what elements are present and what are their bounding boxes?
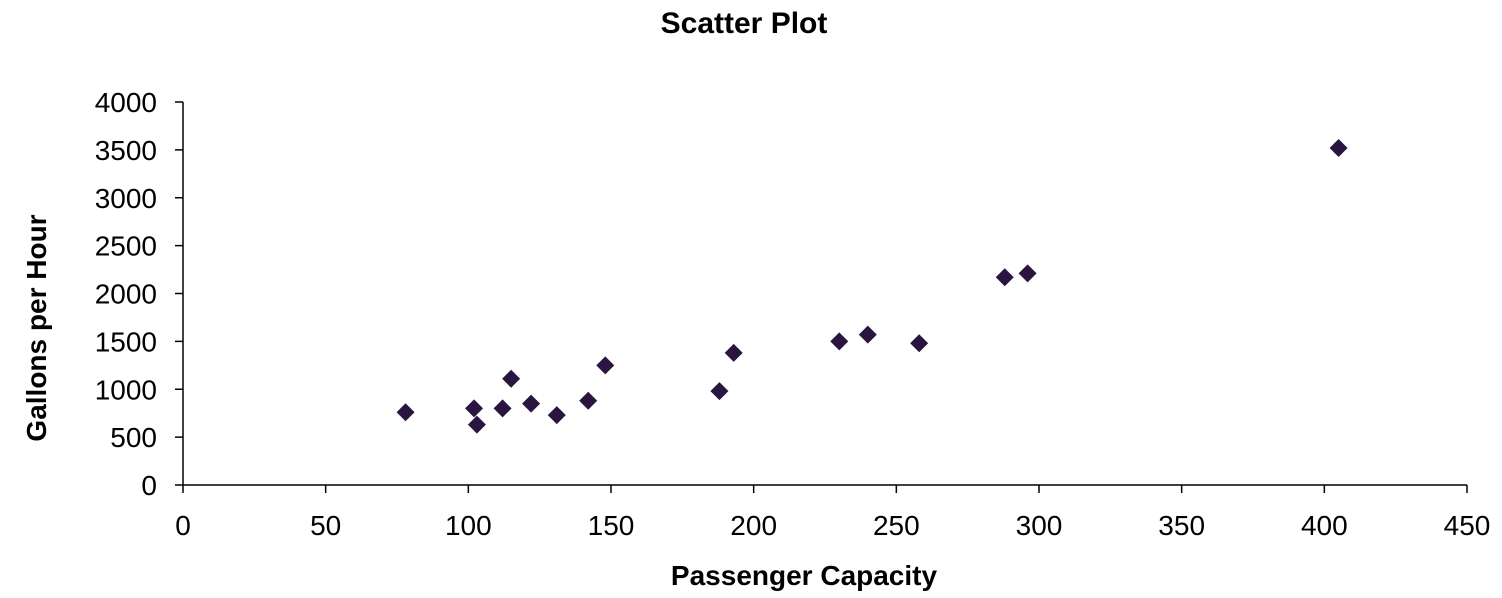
data-point [830, 332, 849, 351]
y-tick-label: 4000 [95, 87, 157, 118]
y-tick-label: 3000 [95, 183, 157, 214]
x-tick-label: 250 [873, 510, 920, 541]
data-point [465, 399, 484, 418]
data-point [995, 268, 1014, 287]
y-tick-label: 2500 [95, 231, 157, 262]
x-tick-label: 200 [730, 510, 777, 541]
data-point [396, 403, 415, 422]
data-point [858, 325, 877, 344]
data-point [547, 406, 566, 425]
y-axis: 0 500 1000 1500 2000 2500 3000 3500 4000 [95, 87, 184, 501]
x-axis-title: Passenger Capacity [671, 560, 938, 591]
data-point [1329, 138, 1348, 157]
x-tick-label: 0 [175, 510, 191, 541]
data-point [522, 394, 541, 413]
chart-title: Scatter Plot [661, 7, 828, 40]
data-point [502, 369, 521, 388]
data-points [396, 138, 1348, 434]
data-point [467, 415, 486, 434]
y-tick-label: 3500 [95, 135, 157, 166]
data-point [579, 391, 598, 410]
data-point [724, 343, 743, 362]
y-tick-label: 0 [141, 470, 157, 501]
y-axis-title: Gallons per Hour [21, 214, 52, 441]
y-tick-label: 1500 [95, 326, 157, 357]
data-point [910, 334, 929, 353]
y-tick-label: 1000 [95, 374, 157, 405]
y-tick-label: 500 [110, 422, 157, 453]
x-tick-label: 100 [445, 510, 492, 541]
x-tick-label: 50 [310, 510, 341, 541]
x-tick-label: 300 [1016, 510, 1063, 541]
x-tick-label: 400 [1301, 510, 1348, 541]
x-tick-label: 150 [588, 510, 635, 541]
data-point [493, 399, 512, 418]
y-tick-label: 2000 [95, 279, 157, 310]
x-tick-label: 450 [1444, 510, 1491, 541]
data-point [710, 382, 729, 401]
data-point [1018, 264, 1037, 283]
x-axis: 0 50 100 150 200 250 300 350 400 450 [175, 484, 1491, 541]
data-point [596, 356, 615, 375]
x-tick-label: 350 [1158, 510, 1205, 541]
